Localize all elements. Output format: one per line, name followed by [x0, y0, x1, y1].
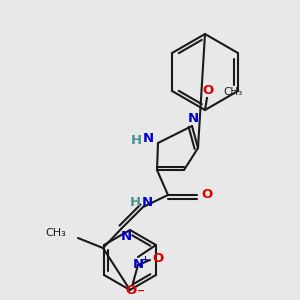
Text: −: −: [137, 286, 145, 296]
Text: H: H: [130, 134, 142, 148]
Text: +: +: [142, 254, 148, 263]
Text: O: O: [202, 85, 214, 98]
Text: N: N: [188, 112, 199, 124]
Text: N: N: [120, 230, 132, 242]
Text: CH₃: CH₃: [45, 228, 66, 238]
Text: N: N: [142, 131, 154, 145]
Text: CH₃: CH₃: [223, 87, 242, 97]
Text: O: O: [125, 284, 136, 298]
Text: H: H: [129, 196, 141, 208]
Text: N: N: [141, 196, 153, 208]
Text: O: O: [201, 188, 213, 202]
Text: N: N: [132, 259, 143, 272]
Text: O: O: [152, 251, 164, 265]
